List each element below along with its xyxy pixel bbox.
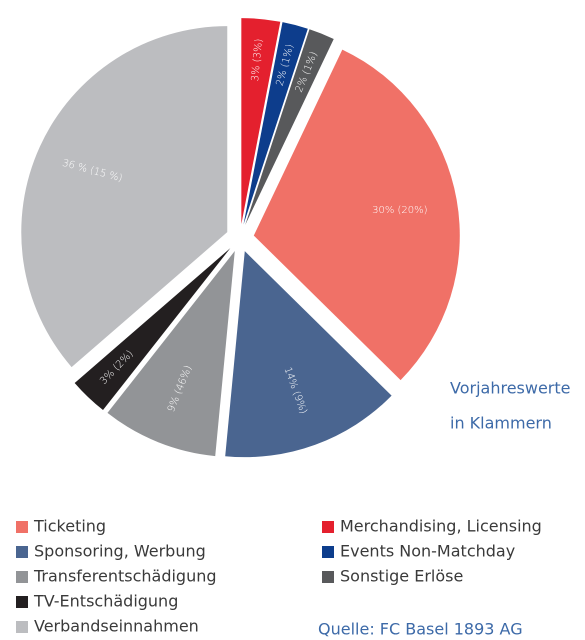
legend-label: Sponsoring, Werbung xyxy=(34,542,206,561)
legend-label: Verbandseinnahmen xyxy=(34,617,199,636)
pie-slice xyxy=(225,251,392,458)
legend-label: TV-Entschädigung xyxy=(33,592,178,611)
legend-swatch xyxy=(16,596,28,608)
annotation: in Klammern xyxy=(450,414,552,433)
legend-swatch xyxy=(16,546,28,558)
pie-slice xyxy=(243,22,308,225)
annotation: Vorjahreswerte xyxy=(450,379,571,398)
pie-slice xyxy=(245,29,334,226)
legend-swatch xyxy=(16,521,28,533)
source: Quelle: FC Basel 1893 AG xyxy=(318,620,523,639)
legend-swatch xyxy=(16,621,28,633)
pie-slice xyxy=(21,26,228,368)
legend-label: Sonstige Erlöse xyxy=(340,567,463,586)
pie-slice xyxy=(241,18,281,225)
legend-label: Events Non-Matchday xyxy=(340,542,515,561)
slice-label: 30% (20%) xyxy=(372,205,427,216)
legend-label: Transferentschädigung xyxy=(33,567,217,586)
slice-label: 3% (3%) xyxy=(250,38,265,82)
legend-swatch xyxy=(322,571,334,583)
legend-swatch xyxy=(322,546,334,558)
pie-slice xyxy=(253,49,460,381)
legend-label: Merchandising, Licensing xyxy=(340,517,542,536)
pie-slice xyxy=(107,250,235,457)
pie-slice xyxy=(74,248,231,411)
legend-label: Ticketing xyxy=(33,517,106,536)
legend-swatch xyxy=(322,521,334,533)
legend-swatch xyxy=(16,571,28,583)
